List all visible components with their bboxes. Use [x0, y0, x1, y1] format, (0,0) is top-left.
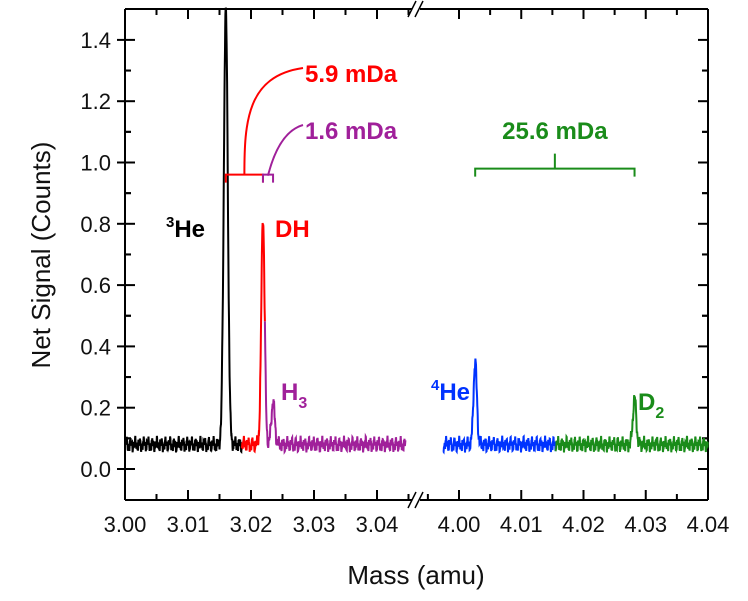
peak-label-subscript: 3 [298, 395, 307, 412]
x-tick-label: 4.00 [438, 512, 481, 537]
peak-label: 4He [431, 377, 470, 406]
peak-label-text: D [638, 389, 655, 416]
y-tick-label: 1.2 [80, 89, 111, 114]
peak-label-subscript: 2 [655, 405, 664, 422]
x-tick-label: 3.03 [293, 512, 336, 537]
series-line [263, 321, 407, 455]
peak-label-superscript: 3 [166, 214, 174, 231]
leader-line [243, 67, 304, 175]
y-tick-label: 0.4 [80, 334, 111, 359]
series-line [124, 7, 243, 454]
axis-break-mark [414, 491, 424, 509]
x-tick-label: 4.01 [500, 512, 543, 537]
x-tick-label: 4.03 [624, 512, 667, 537]
x-tick-label: 3.01 [167, 512, 210, 537]
y-tick-label: 1.4 [80, 28, 111, 53]
y-tick-label: 1.0 [80, 151, 111, 176]
peak-label: DH [275, 216, 310, 243]
x-tick-label: 4.02 [562, 512, 605, 537]
series-line [442, 358, 557, 455]
annotation-label: 25.6 mDa [502, 118, 608, 145]
x-tick-label: 3.04 [356, 512, 399, 537]
peak-label-text: He [439, 379, 470, 406]
bracket [224, 173, 264, 183]
annotation-label: 5.9 mDa [305, 61, 398, 88]
peak-label: 3He [166, 214, 205, 243]
y-tick-label: 0.2 [80, 396, 111, 421]
y-tick-label: 0.6 [80, 273, 111, 298]
y-axis-label: Net Signal (Counts) [26, 142, 56, 369]
series-line [554, 395, 709, 454]
peak-label: D2 [638, 389, 664, 422]
peak-label-text: He [174, 216, 205, 243]
axis-break-mark [414, 0, 424, 18]
x-tick-label: 4.04 [687, 512, 730, 537]
x-tick-label: 3.00 [104, 512, 147, 537]
bracket [474, 167, 636, 177]
y-tick-label: 0.0 [80, 457, 111, 482]
peak-label-text: DH [275, 216, 310, 243]
series-line [240, 222, 266, 454]
axis-break-mark [407, 491, 417, 509]
y-tick-label: 0.8 [80, 212, 111, 237]
x-tick-label: 3.02 [230, 512, 273, 537]
leader-line [267, 124, 304, 176]
x-axis-label: Mass (amu) [347, 560, 484, 590]
peak-label: H3 [281, 379, 307, 412]
peak-label-superscript: 4 [431, 377, 440, 394]
annotation-label: 1.6 mDa [305, 118, 398, 145]
peak-label-text: H [281, 379, 298, 406]
